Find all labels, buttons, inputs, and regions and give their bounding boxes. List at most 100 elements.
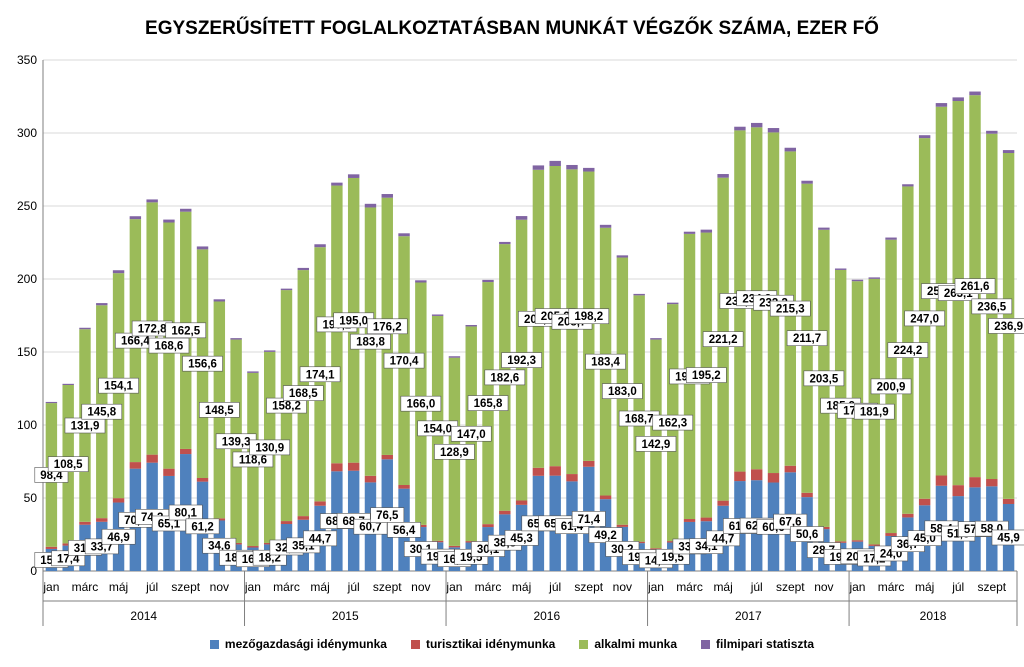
- bar-tourism: [952, 485, 964, 497]
- bar-tourism: [146, 454, 158, 463]
- x-tick-label: jan: [848, 580, 865, 594]
- data-label-casual: 261,6: [961, 281, 990, 293]
- y-tick-label: 250: [17, 199, 37, 213]
- bar-tourism: [515, 500, 528, 505]
- bar-tourism: [650, 548, 662, 550]
- y-tick-label: 150: [17, 345, 37, 359]
- bar-film: [96, 303, 108, 306]
- data-label-casual: 156,6: [188, 359, 217, 371]
- bar-tourism: [583, 460, 595, 467]
- x-tick-label: máj: [109, 580, 128, 594]
- data-label-casual-box: [602, 383, 643, 399]
- data-label-casual-box: [199, 402, 240, 418]
- data-label-casual-box: [249, 439, 291, 456]
- bar-tourism: [364, 475, 377, 483]
- bar-film: [79, 327, 91, 330]
- data-label-casual: 224,2: [893, 345, 922, 357]
- bar-film: [818, 227, 830, 230]
- bar-film: [129, 216, 142, 220]
- data-label-casual: 203,5: [809, 373, 838, 385]
- data-label-casual: 154,1: [104, 381, 133, 393]
- data-label-casual-box: [686, 367, 727, 383]
- bar-film: [482, 279, 494, 283]
- data-label-casual: 165,8: [474, 398, 503, 410]
- legend: mezőgazdasági idénymunka turisztikai idé…: [0, 637, 1024, 651]
- data-label-casual: 183,4: [591, 357, 620, 369]
- bar-film: [834, 268, 847, 270]
- bar-tourism: [616, 524, 629, 527]
- data-label-casual: 168,7: [625, 414, 654, 426]
- y-tick-label: 200: [17, 272, 37, 286]
- bar-film: [112, 270, 125, 274]
- data-label-agri-box: [790, 526, 824, 542]
- bar-tourism: [247, 546, 259, 548]
- bar-tourism: [1002, 498, 1015, 504]
- legend-label-tourism: turisztikai idénymunka: [425, 637, 556, 651]
- y-tick-label: 0: [30, 564, 37, 578]
- data-label-casual: 182,6: [490, 372, 519, 384]
- data-label-casual-box: [366, 318, 408, 335]
- x-tick-label: júl: [750, 580, 763, 594]
- data-label-casual-box: [568, 308, 610, 325]
- bar-tourism: [79, 521, 91, 525]
- bar-tourism: [45, 546, 58, 549]
- bar-film: [750, 122, 763, 128]
- bar-tourism: [683, 519, 696, 522]
- data-label-casual-box: [434, 443, 475, 460]
- data-label-agri: 60,7: [359, 522, 381, 534]
- data-label-casual-box: [98, 377, 139, 394]
- data-label-casual-box: [954, 278, 996, 294]
- bar-tourism: [767, 473, 780, 483]
- x-tick-label: szept: [574, 580, 603, 594]
- bar-tourism: [347, 462, 360, 471]
- x-tick-label: jan: [647, 580, 664, 594]
- data-label-casual: 154,0: [423, 423, 452, 435]
- data-label-casual-box: [383, 352, 425, 369]
- data-label-casual: 148,5: [205, 405, 234, 417]
- bar-tourism: [801, 492, 813, 498]
- bar-tourism: [868, 544, 880, 546]
- data-label-casual-box: [165, 322, 207, 339]
- legend-item-agri: mezőgazdasági idénymunka: [209, 637, 387, 651]
- data-label-casual: 211,7: [793, 333, 821, 345]
- data-label-agri: 19,5: [662, 552, 685, 564]
- data-label-casual: 247,0: [910, 313, 939, 325]
- bar-film: [566, 164, 578, 170]
- bar-film: [583, 167, 595, 172]
- bar-film: [801, 180, 813, 184]
- data-label-casual: 158,2: [272, 401, 301, 413]
- bar-film: [700, 229, 713, 233]
- data-label-casual: 172,8: [138, 323, 167, 335]
- data-label-agri: 56,4: [393, 525, 416, 537]
- bar-film: [549, 160, 561, 166]
- data-label-agri: 45,3: [510, 533, 532, 545]
- data-label-agri: 50,6: [796, 529, 818, 541]
- bar-film: [935, 103, 948, 107]
- legend-item-tourism: turisztikai idénymunka: [410, 637, 556, 651]
- legend-item-film: filmipari statiszta: [701, 637, 814, 651]
- data-label-casual-box: [635, 436, 677, 452]
- bar-film: [398, 233, 410, 237]
- bar-tourism: [532, 467, 545, 476]
- data-label-casual: 98,4: [40, 470, 63, 482]
- bar-tourism: [734, 471, 746, 482]
- year-label: 2014: [130, 609, 157, 623]
- x-tick-label: márc: [273, 580, 300, 594]
- data-label-agri: 49,2: [594, 530, 616, 542]
- data-label-casual: 195,2: [692, 370, 721, 382]
- year-label: 2015: [332, 609, 359, 623]
- x-tick-label: márc: [72, 580, 99, 594]
- data-label-casual: 174,1: [306, 369, 335, 381]
- bar-film: [163, 219, 175, 223]
- legend-label-film: filmipari statiszta: [716, 637, 815, 651]
- data-label-agri-box: [571, 511, 606, 527]
- bar-tourism: [834, 541, 847, 543]
- bar-tourism: [717, 500, 729, 506]
- data-label-casual: 221,2: [709, 334, 738, 346]
- x-tick-label: nov: [210, 580, 229, 594]
- data-label-casual-box: [803, 370, 845, 387]
- bar-film: [784, 147, 797, 152]
- bar-film: [918, 135, 931, 139]
- bar-tourism: [129, 462, 142, 469]
- bar-film: [1002, 150, 1015, 154]
